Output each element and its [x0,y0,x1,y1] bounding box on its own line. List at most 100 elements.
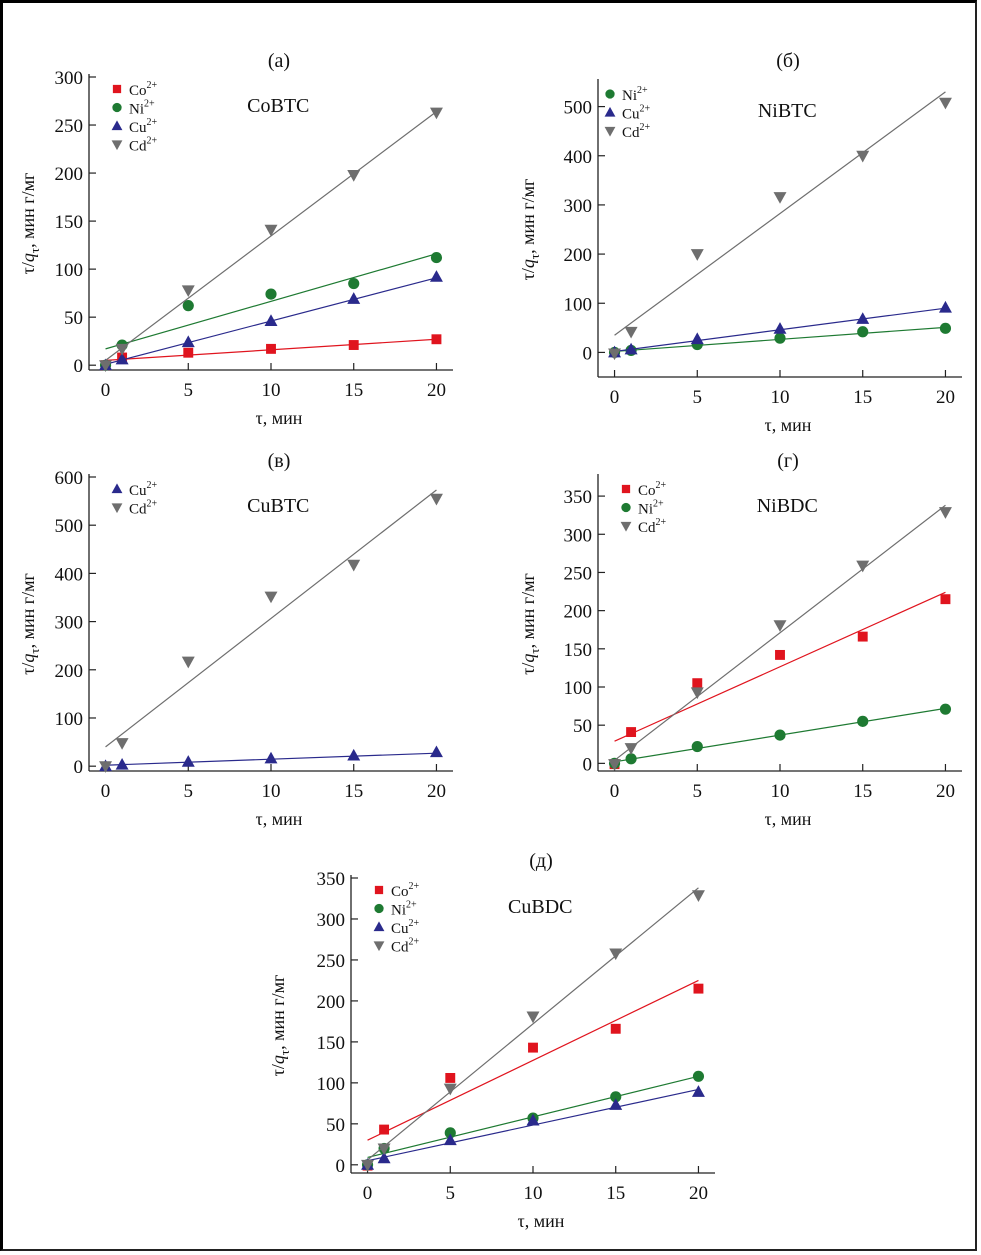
panel-label: (г) [777,450,799,472]
data-point-cu [264,751,278,764]
data-point-cu [347,748,361,761]
legend-label: Co2+ [129,80,158,99]
x-tick-label: 15 [853,781,872,802]
chart-title: NiBDC [757,495,818,517]
legend-label: Cu2+ [391,918,420,937]
series-cu [99,745,443,772]
legend-marker-ni [374,903,384,914]
legend-label: Cd2+ [129,499,158,518]
chart-panel-d: (г) 0 50 100 150 200 250 300 350 0 5 10 15 20 τ, мин τ/… [518,450,962,829]
data-point-cu [181,755,195,767]
y-tick-label: 350 [317,869,346,890]
legend-marker-cd [111,503,123,514]
data-point-cd [938,507,952,519]
series-cd [99,107,443,372]
x-tick-label: 0 [610,387,620,408]
data-point-cd [526,1011,540,1024]
data-point-cu [856,312,870,324]
legend-item: Ni2+ [112,99,155,118]
data-point-co [693,983,704,994]
legend-item: Co2+ [374,881,420,900]
data-point-cu [115,757,129,770]
fit-line-ni [105,253,437,350]
legend-label: Cd2+ [391,937,420,956]
legend-item: Ni2+ [374,900,417,919]
y-tick-label: 50 [573,716,592,737]
x-tick-label: 20 [427,781,446,802]
legend-marker-cu [604,106,616,117]
data-point-cu [429,270,443,282]
y-tick-label: 300 [55,68,84,89]
x-axis-label: τ, мин [256,408,303,428]
legend-label: Cu2+ [129,480,158,499]
chart-panel-e: (д) 0 50 100 150 200 250 300 350 0 5 10 15 20 τ, мин τ/… [268,850,715,1231]
data-point-cu [115,352,129,365]
legend-marker-co [374,885,384,895]
data-point-ni [444,1127,456,1139]
y-tick-label: 250 [55,116,84,137]
data-point-cd [115,343,129,356]
data-point-cu [624,342,638,355]
panel-label: (в) [268,450,291,472]
y-tick-label: 200 [55,661,84,682]
data-point-co [348,340,359,350]
data-point-co [379,1124,390,1135]
data-point-cd [773,192,787,204]
legend-marker-cd [111,140,123,151]
data-point-ni [692,1070,705,1082]
legend-marker-cu [111,120,123,131]
y-tick-label: 200 [55,164,84,185]
panel-label: (б) [776,50,800,72]
data-point-cu [691,1085,705,1097]
legend: Co2+Ni2+Cu2+Cd2+ [111,80,158,155]
y-tick-label: 500 [55,516,84,537]
data-point-co [528,1042,538,1053]
data-point-co [626,727,637,738]
data-point-ni [774,729,786,741]
data-point-cd [347,559,361,572]
data-point-ni [691,740,703,753]
data-point-ni [348,277,360,290]
y-tick-label: 100 [55,709,84,730]
y-tick-label: 400 [564,147,593,168]
legend-label: Cu2+ [129,117,158,136]
data-point-ni [857,715,869,727]
data-point-ni [857,326,869,338]
data-point-cu [181,335,195,348]
data-point-cu [773,322,787,334]
data-point-cd [429,107,443,120]
legend-label: Co2+ [638,480,667,499]
chart-panel-a: (а) 0 50 100 150 200 250 300 0 5 10 15 20 τ, мин τ/qτ,… [18,50,453,428]
y-tick-label: 400 [55,564,84,585]
legend-item: Co2+ [621,480,667,499]
series-cu [99,270,443,371]
y-tick-label: 0 [583,754,593,775]
legend-marker-cd [373,941,385,952]
y-tick-label: 200 [564,245,593,266]
series-co [609,591,951,770]
legend-item: Cd2+ [620,517,667,536]
y-tick-label: 0 [74,757,84,778]
data-point-co [775,649,785,660]
data-point-co [692,678,703,689]
data-point-cd [773,620,787,632]
legend-label: Ni2+ [622,85,648,104]
y-tick-label: 300 [564,525,593,546]
x-tick-label: 0 [101,380,111,401]
legend: Ni2+Cu2+Cd2+ [604,85,651,141]
data-point-co [610,1023,621,1034]
y-tick-label: 300 [55,613,84,634]
x-tick-label: 15 [344,781,363,802]
data-point-cd [264,224,278,237]
data-point-cu [690,332,704,345]
panel-label: (д) [529,850,553,872]
data-point-ni [182,300,194,312]
x-tick-label: 0 [610,781,620,802]
data-point-cu [443,1133,457,1146]
chart-title: CuBTC [247,495,309,517]
series-cd [608,504,952,771]
x-axis-label: τ, мин [256,809,303,829]
series-cd [361,887,705,1172]
y-tick-label: 0 [583,343,593,364]
